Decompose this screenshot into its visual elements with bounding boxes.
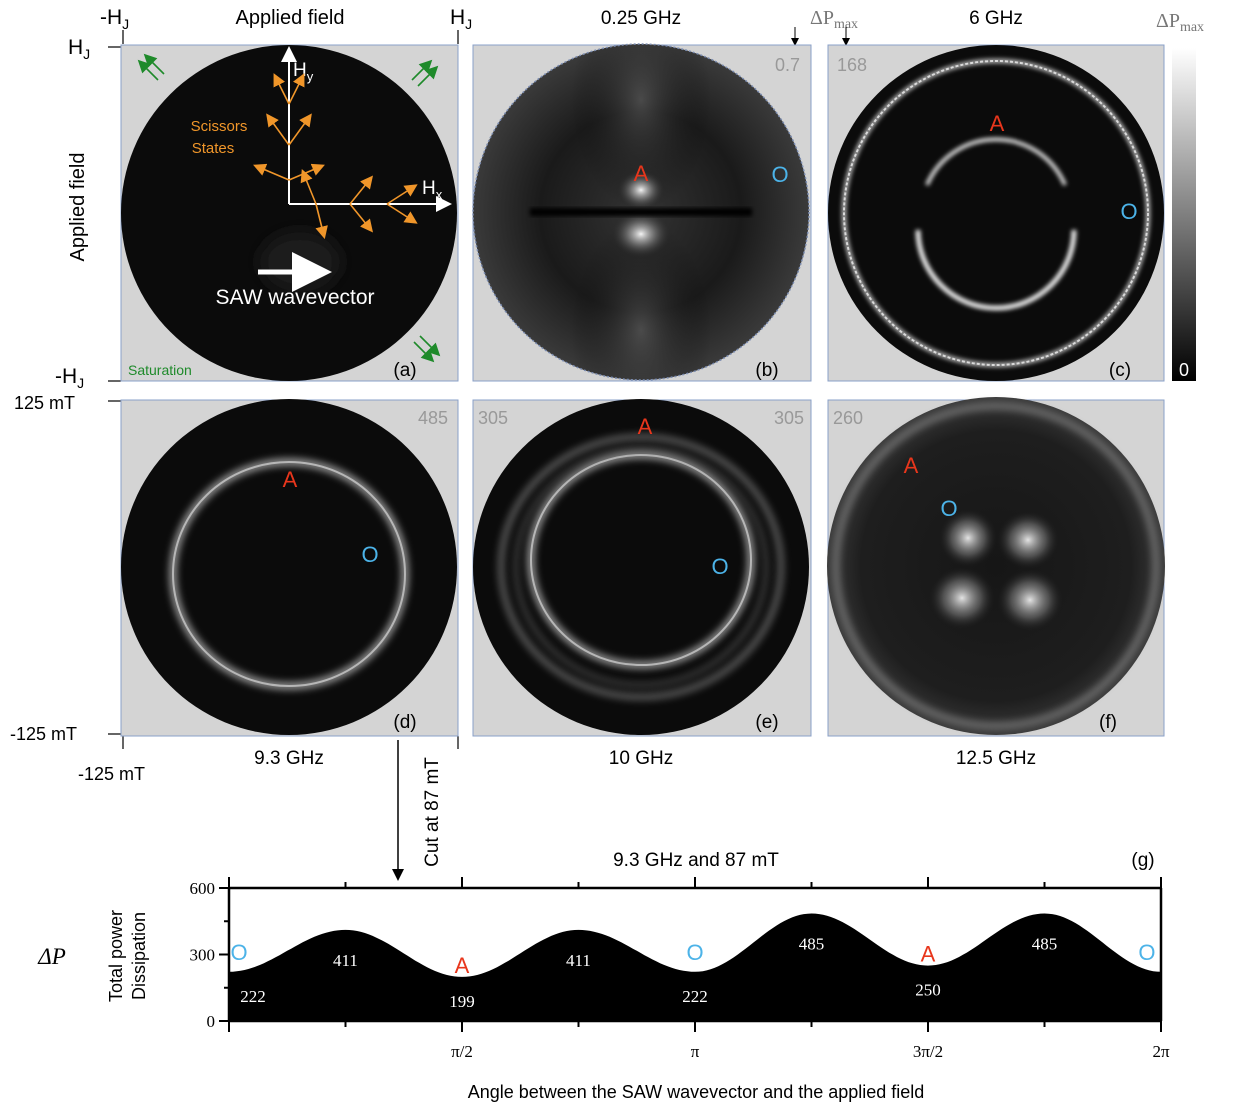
panel-f-pmax: 260 (833, 408, 863, 428)
chart-ylabel-2: Dissipation (129, 912, 149, 1000)
chart-marker-O: O (686, 940, 703, 965)
panel-b-pmax: 0.7 (775, 55, 800, 75)
panel-c-letter: (c) (1109, 360, 1131, 381)
chart-ysymbol: ΔP (37, 944, 66, 969)
chart-title: 9.3 GHz and 87 mT (613, 850, 779, 871)
panel-f: 260 A O (f) (827, 397, 1165, 737)
chart-area (229, 913, 1161, 1021)
panel-c-pmax: 168 (837, 55, 867, 75)
left-125mT: 125 mT (14, 393, 75, 413)
chart-ytick-label: 300 (190, 946, 216, 965)
left-applied-field: Applied field (67, 153, 89, 262)
panel-a: Hy Hx Scissors States SAW wavevector (120, 44, 459, 382)
hx-label: Hx (422, 178, 443, 202)
chart-g: 9.3 GHz and 87 mT (g) Total power Dissip… (37, 850, 1170, 1102)
chart-ylabel-1: Total power (106, 910, 126, 1002)
panel-f-letter: (f) (1099, 712, 1117, 733)
panel-e: 305 305 A O (e) (472, 399, 812, 737)
panel-c-marker-o: O (1120, 199, 1137, 224)
chart-data-label: 411 (333, 951, 358, 970)
chart-marker-A: A (921, 942, 936, 967)
chart-xlabel: Angle between the SAW wavevector and the… (468, 1082, 925, 1102)
panel-c: 168 A O (c) (827, 44, 1165, 382)
chart-xtick-label: 2π (1152, 1042, 1170, 1061)
panel-e-pmax-right: 305 (774, 408, 804, 428)
panel-b-marker-o: O (771, 162, 788, 187)
panel-f-marker-o: O (940, 496, 957, 521)
chart-xtick-label: π/2 (451, 1042, 473, 1061)
top-pos-hj: HJ (450, 6, 472, 32)
panel-d-letter: (d) (393, 712, 416, 733)
freq-c-label: 6 GHz (969, 8, 1023, 29)
top-neg-hj: -HJ (100, 6, 129, 32)
panel-e-letter: (e) (755, 712, 778, 733)
panel-d-pmax: 485 (418, 408, 448, 428)
left-neg125mT: -125 mT (10, 724, 77, 744)
chart-xtick-label: 3π/2 (913, 1042, 943, 1061)
chart-ytick-label: 0 (207, 1012, 216, 1031)
chart-data-label: 250 (915, 981, 941, 1000)
panel-b-letter: (b) (755, 360, 778, 381)
chart-marker-O: O (230, 940, 247, 965)
colorbar: 0 (1172, 48, 1196, 381)
panel-d-marker-o: O (361, 542, 378, 567)
panel-b-marker-a: A (634, 161, 649, 186)
chart-data-label: 199 (449, 992, 475, 1011)
dpmax-header: ΔPmax (810, 7, 858, 32)
chart-data-label: 222 (682, 987, 708, 1006)
bottom-neg125mT: -125 mT (78, 764, 145, 784)
chart-data-label: 485 (799, 934, 825, 953)
dpmax-colorbar-header: ΔPmax (1156, 10, 1204, 35)
saturation-label: Saturation (128, 362, 192, 378)
scissors-label: Scissors (191, 118, 248, 135)
states-label: States (192, 140, 235, 157)
panel-b: 0.7 A O (b) (472, 43, 812, 382)
panel-e-marker-a: A (638, 414, 653, 439)
freq-b-label: 0.25 GHz (601, 8, 681, 29)
freq-e-label: 10 GHz (609, 748, 673, 769)
cut-label: Cut at 87 mT (422, 757, 443, 867)
top-applied-field: Applied field (236, 7, 345, 29)
chart-xtick-label: π (691, 1042, 700, 1061)
freq-d-label: 9.3 GHz (254, 748, 324, 769)
colorbar-min: 0 (1179, 360, 1189, 380)
left-neg-hj: -HJ (55, 365, 84, 391)
chart-marker-O: O (1138, 940, 1155, 965)
chart-marker-A: A (455, 953, 470, 978)
chart-data-label: 411 (566, 951, 591, 970)
chart-data-label: 485 (1032, 934, 1058, 953)
freq-f-label: 12.5 GHz (956, 748, 1036, 769)
chart-plot: π/2 π 3π/2 2π 0 300 600 222 411 199 411 222 485 250 48… (190, 877, 1170, 1061)
panel-d-marker-a: A (283, 467, 298, 492)
panel-f-marker-a: A (904, 453, 919, 478)
saw-label: SAW wavevector (215, 286, 374, 309)
panel-e-marker-o: O (711, 554, 728, 579)
scissors-arrows (253, 73, 418, 240)
left-hj: HJ (68, 36, 90, 62)
saturation-arrows (137, 53, 441, 363)
chart-ytick-label: 600 (190, 879, 216, 898)
panel-e-pmax-left: 305 (478, 408, 508, 428)
panel-a-letter: (a) (393, 360, 416, 381)
chart-panel-letter: (g) (1131, 850, 1154, 871)
panel-d: 485 A O (d) (120, 399, 459, 737)
panel-c-marker-a: A (990, 111, 1005, 136)
chart-data-label: 222 (240, 987, 266, 1006)
